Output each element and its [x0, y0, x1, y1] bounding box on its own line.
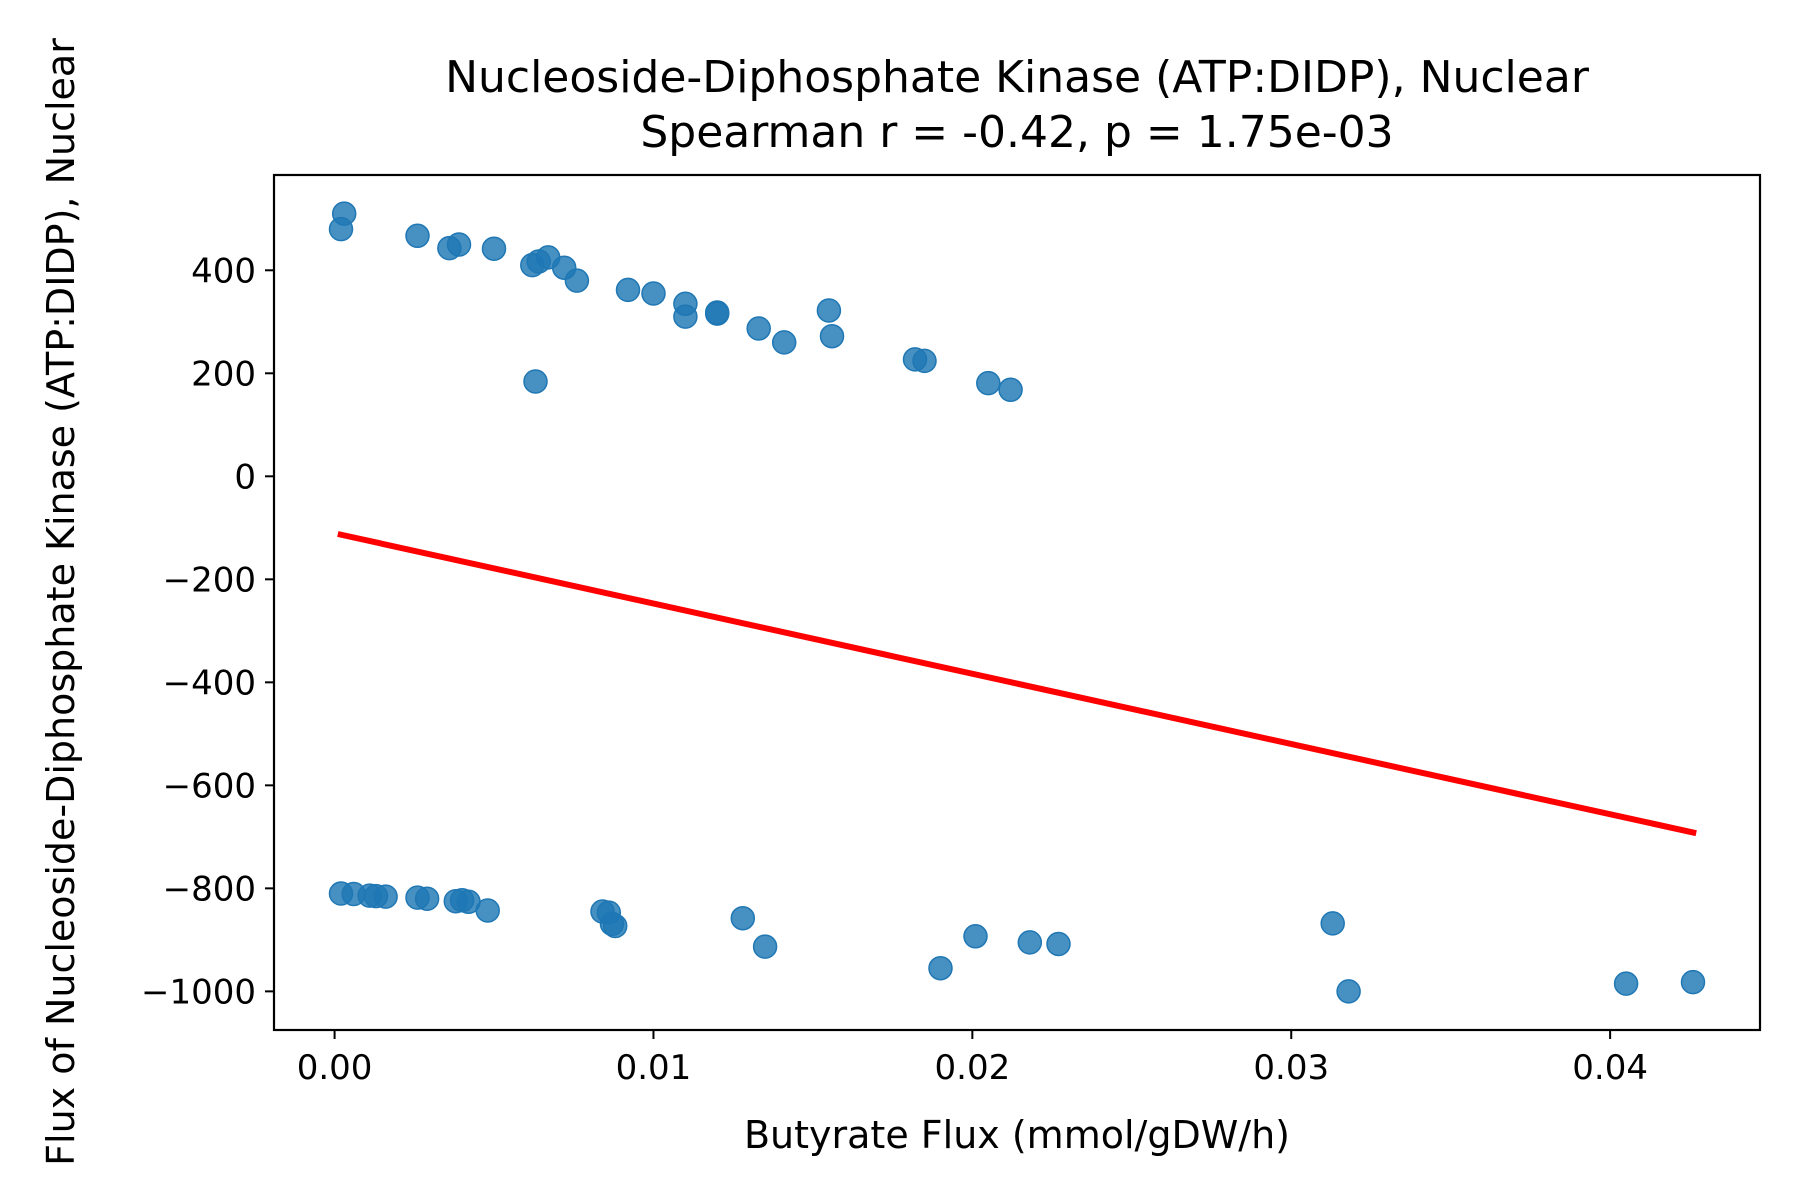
data-point: [730, 905, 756, 931]
data-point: [771, 330, 797, 355]
data-point: [752, 934, 778, 959]
data-point: [520, 252, 545, 278]
data-point: [615, 277, 641, 303]
data-point: [414, 886, 440, 911]
data-point: [328, 216, 354, 242]
data-point: [481, 236, 507, 261]
x-tick-label: 0.02: [935, 1048, 1011, 1088]
y-tick-label: −1000: [141, 972, 256, 1012]
x-tick-label: 0.01: [616, 1048, 692, 1088]
x-axis-label: Butyrate Flux (mmol/gDW/h): [744, 1113, 1290, 1157]
data-point: [998, 377, 1023, 403]
y-tick-label: −200: [163, 560, 256, 600]
data-point: [1680, 969, 1706, 995]
data-point: [523, 369, 548, 394]
x-tick-label: 0.00: [297, 1048, 373, 1088]
x-tick-label: 0.03: [1253, 1048, 1329, 1088]
plot-frame: [272, 173, 1762, 1032]
x-tick-label: 0.04: [1572, 1048, 1648, 1088]
data-point: [373, 884, 398, 909]
data-point: [673, 304, 698, 329]
data-point: [1046, 931, 1071, 957]
data-point: [405, 223, 430, 249]
regression-line-group: [337, 531, 1697, 837]
data-point: [963, 924, 988, 949]
data-point: [819, 323, 845, 349]
data-point: [746, 316, 771, 341]
data-point: [976, 370, 1001, 396]
chart-subtitle: Spearman r = -0.42, p = 1.75e-03: [640, 107, 1393, 158]
data-point: [1613, 971, 1639, 996]
data-point: [564, 268, 590, 293]
chart-title: Nucleoside-Diphosphate Kinase (ATP:DIDP)…: [445, 52, 1590, 103]
y-axis-ticks: 400 200 0 −200 −400 −600 −800 −1000: [141, 251, 274, 1012]
data-point: [1320, 911, 1345, 936]
regression-line: [337, 531, 1697, 837]
data-point: [704, 301, 730, 326]
y-axis-label: Flux of Nucleoside-Diphosphate Kinase (A…: [39, 38, 83, 1166]
data-point: [641, 281, 666, 306]
data-point: [912, 348, 937, 374]
data-point: [816, 298, 842, 323]
y-tick-label: 200: [191, 354, 256, 394]
chart-titles: Nucleoside-Diphosphate Kinase (ATP:DIDP)…: [445, 52, 1590, 158]
plot-area: [272, 173, 1762, 1032]
x-axis-ticks: 0.00 0.01 0.02 0.03 0.04: [297, 1030, 1648, 1088]
data-point: [437, 235, 462, 261]
data-point: [475, 898, 500, 923]
y-tick-label: 0: [234, 457, 256, 497]
y-tick-label: −400: [163, 663, 256, 703]
data-point: [928, 955, 953, 981]
data-point: [602, 913, 628, 939]
data-points: [328, 201, 1706, 1004]
y-tick-label: −800: [163, 869, 256, 909]
data-point: [1017, 930, 1043, 955]
y-tick-label: −600: [163, 766, 256, 806]
data-point: [1336, 979, 1361, 1004]
y-tick-label: 400: [191, 251, 256, 291]
